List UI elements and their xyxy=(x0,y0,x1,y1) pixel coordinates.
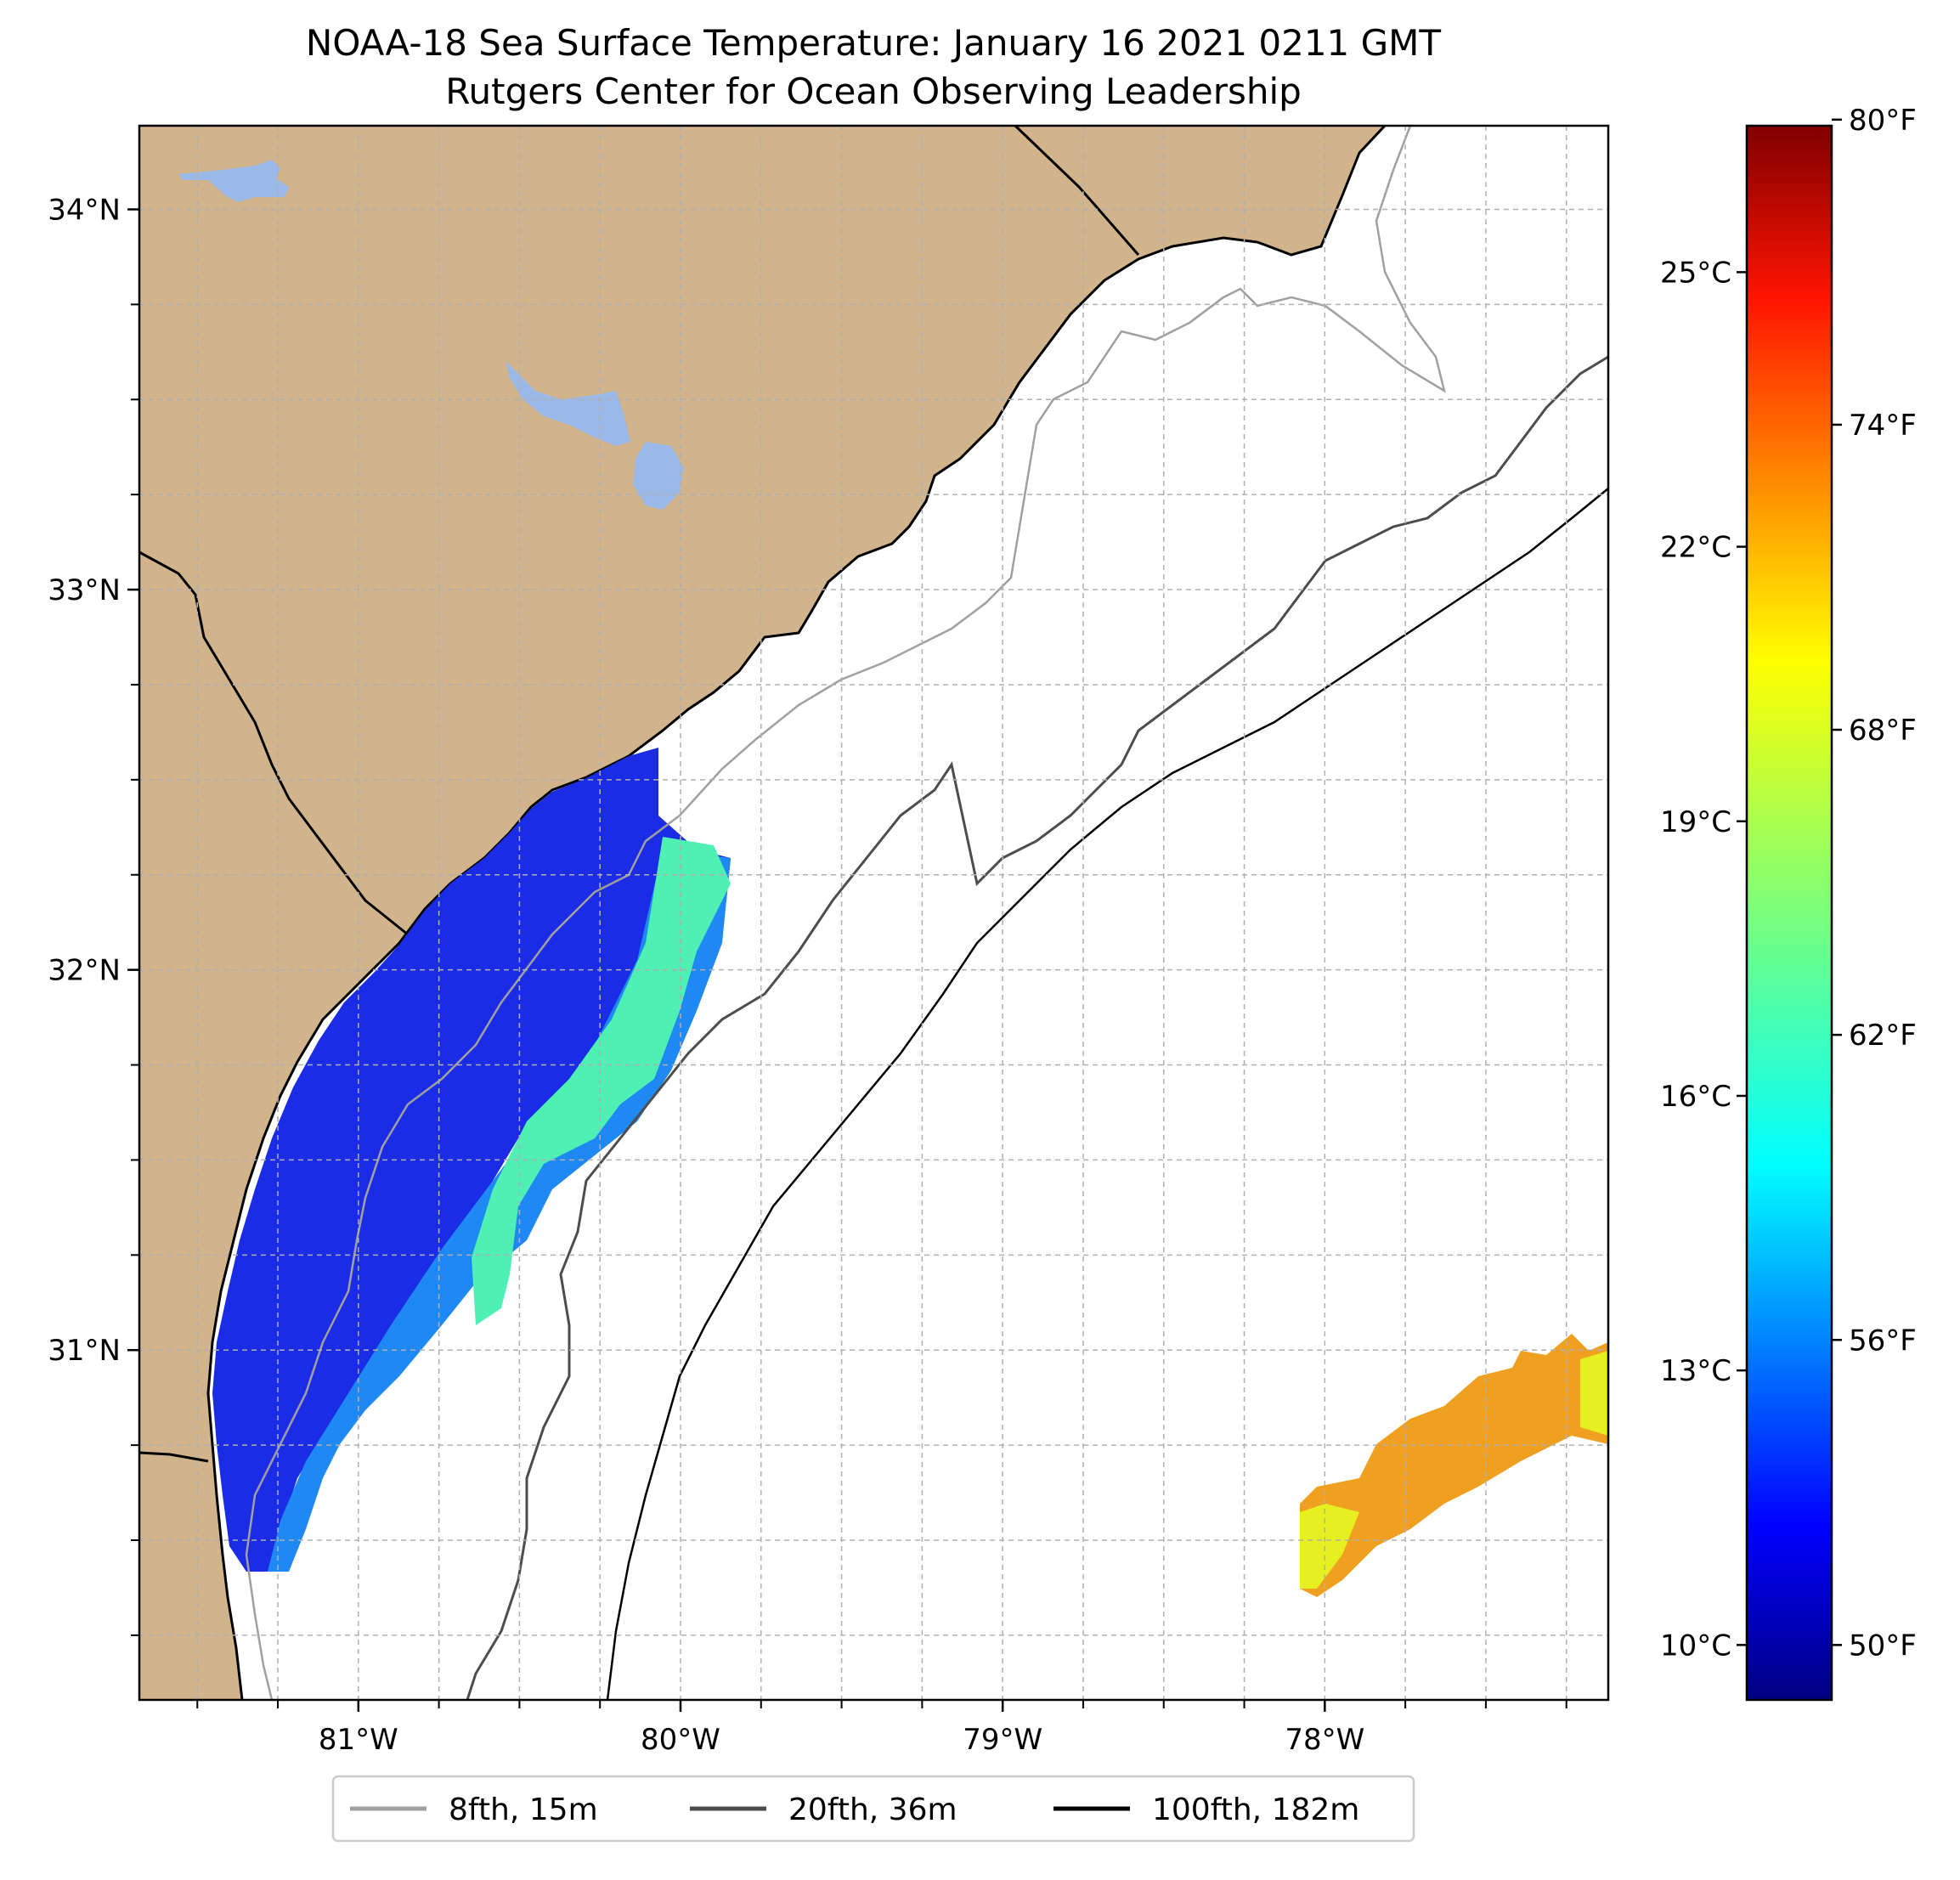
fahrenheit-tick-label: 68°F xyxy=(1849,714,1917,748)
celsius-tick-label: 19°C xyxy=(1660,805,1731,839)
colorbar-gradient[interactable] xyxy=(1745,124,1833,1702)
legend-label-20fth: 20fth, 36m xyxy=(788,1792,957,1827)
sst-shelf-warm xyxy=(472,837,731,1325)
state-boundary xyxy=(139,126,1140,1463)
celsius-tick-label: 25°C xyxy=(1660,256,1731,290)
celsius-tick-label: 16°C xyxy=(1660,1080,1731,1114)
lon-tick-label: 80°W xyxy=(641,1723,720,1757)
fahrenheit-tick-label: 74°F xyxy=(1849,409,1917,443)
title-line-2: Rutgers Center for Ocean Observing Leade… xyxy=(445,71,1302,112)
lake-marion xyxy=(506,361,630,446)
lake-moultrie xyxy=(633,442,684,510)
gridlines xyxy=(139,126,1608,1700)
lat-tick-label: 31°N xyxy=(48,1334,121,1368)
map-panel[interactable] xyxy=(139,126,1608,1700)
celsius-tick-label: 13°C xyxy=(1660,1354,1731,1388)
lon-tick-label: 81°W xyxy=(319,1723,398,1757)
lat-tick-label: 34°N xyxy=(48,193,121,227)
fahrenheit-tick-label: 50°F xyxy=(1849,1629,1917,1663)
coastline xyxy=(206,126,1387,1700)
title-line-1: NOAA-18 Sea Surface Temperature: January… xyxy=(306,22,1442,64)
legend-frame xyxy=(331,1775,1415,1843)
colorbar-ticks: 10°C 13°C 16°C 19°C 22°C 25°C 50°F 56°F 62°F 68°F… xyxy=(1660,104,1917,1663)
isobath-20fth xyxy=(466,355,1608,1700)
isobath-8fth xyxy=(245,126,1446,1700)
legend-label-100fth: 100fth, 182m xyxy=(1152,1792,1359,1827)
lon-tick-label: 79°W xyxy=(963,1723,1042,1757)
land-mass xyxy=(139,126,1385,1700)
fahrenheit-tick-label: 56°F xyxy=(1849,1324,1917,1358)
isobath-legend: 8fth, 15m 20fth, 36m 100fth, 182m xyxy=(331,1775,1415,1843)
celsius-tick-label: 10°C xyxy=(1660,1629,1731,1663)
celsius-tick-label: 22°C xyxy=(1660,531,1731,565)
lake-north xyxy=(178,160,289,202)
sst-offshore-yellow xyxy=(1300,1351,1608,1589)
map-frame xyxy=(138,124,1610,1702)
lon-tick-label: 78°W xyxy=(1285,1723,1364,1757)
lat-tick-label: 33°N xyxy=(48,573,121,607)
sst-offshore-warm xyxy=(1300,1334,1608,1597)
map-ticks: 34°N 33°N 32°N 31°N 81°W 80°W 79°W 78°W xyxy=(48,193,1567,1757)
legend-label-8fth: 8fth, 15m xyxy=(449,1792,598,1827)
isobath-100fth xyxy=(606,488,1608,1700)
fahrenheit-tick-label: 62°F xyxy=(1849,1019,1917,1053)
lat-tick-label: 32°N xyxy=(48,954,121,988)
fahrenheit-tick-label: 80°F xyxy=(1849,104,1917,138)
